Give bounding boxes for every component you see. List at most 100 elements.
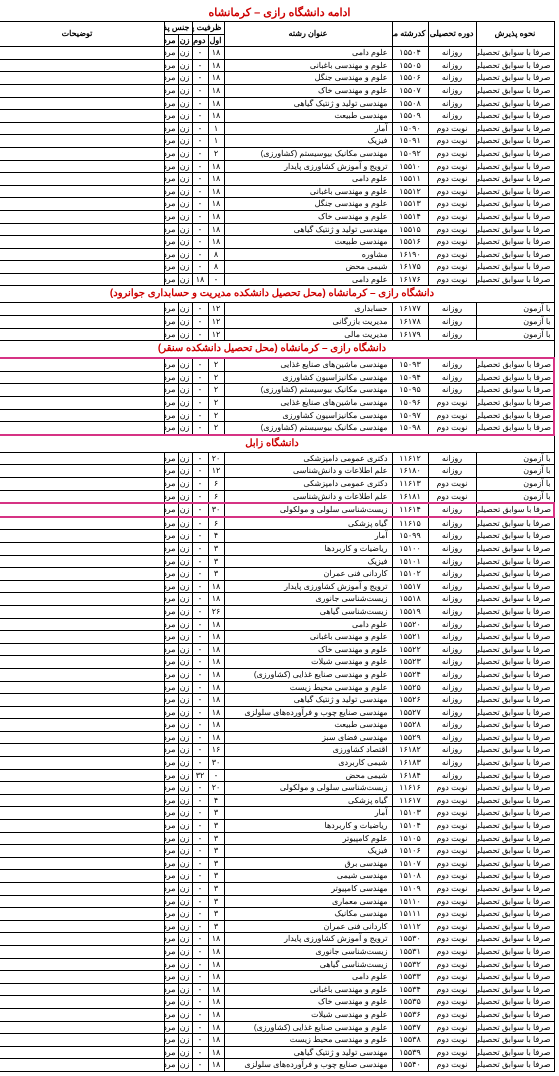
cell: روزانه: [428, 503, 476, 517]
cell: ۱۶۱۷۸: [392, 316, 428, 329]
cell: ۱۵۵۲۴: [392, 668, 428, 681]
cell: با آزمون: [476, 452, 554, 465]
cell: ۱۱۶۱۷: [392, 794, 428, 807]
cell: مهندسی مکانیزاسیون کشاورزی: [224, 409, 392, 422]
table-row: صرفا با سوابق تحصیلیروزانه۱۵۵۲۷مهندسی صن…: [0, 706, 554, 719]
cell: زن: [178, 122, 192, 135]
cell: مرد: [164, 1021, 178, 1034]
cell: [0, 530, 164, 543]
table-row: با آزمونروزانه۱۶۱۷۸مدیریت بازرگانی۱۲-زنم…: [0, 316, 554, 329]
cell: ۳: [208, 555, 224, 568]
cell: مهندسی ماشین‌های صنایع غذایی: [224, 397, 392, 410]
cell: ۱۵۵۱۰: [392, 160, 428, 173]
cell: [0, 490, 164, 503]
table-header: نحوه پذیرش دوره تحصیلی کدرشته محل عنوان …: [0, 22, 554, 47]
cell: [0, 580, 164, 593]
cell: -: [192, 580, 208, 593]
cell: نوبت دوم: [428, 210, 476, 223]
table-row: صرفا با سوابق تحصیلیروزانه۱۵۵۲۲علوم و مه…: [0, 643, 554, 656]
cell: ۱۵۵۲۹: [392, 731, 428, 744]
cell: نوبت دوم: [428, 1008, 476, 1021]
cell: صرفا با سوابق تحصیلی: [476, 59, 554, 72]
cell: [0, 719, 164, 732]
cell: -: [192, 794, 208, 807]
cell: [0, 870, 164, 883]
hdr-sem1: اول: [208, 34, 224, 47]
cell: -: [192, 782, 208, 795]
cell: نوبت دوم: [428, 945, 476, 958]
cell: روزانه: [428, 769, 476, 782]
cell: ۱۵۱۰۰: [392, 542, 428, 555]
cell: زن: [178, 883, 192, 896]
cell: مرد: [164, 1008, 178, 1021]
cell: ۱۸: [208, 996, 224, 1009]
cell: مرد: [164, 618, 178, 631]
cell: مرد: [164, 97, 178, 110]
cell: زن: [178, 794, 192, 807]
cell: روزانه: [428, 618, 476, 631]
cell: ۳: [208, 920, 224, 933]
cell: ۱۵۵۳۵: [392, 996, 428, 1009]
cell: روزانه: [428, 681, 476, 694]
cell: مهندسی تولید و ژنتیک گیاهی: [224, 694, 392, 707]
cell: صرفا با سوابق تحصیلی: [476, 757, 554, 770]
cell: [0, 1034, 164, 1047]
cell: [0, 47, 164, 60]
cell: مرد: [164, 832, 178, 845]
cell: مشاوره: [224, 248, 392, 261]
cell: صرفا با سوابق تحصیلی: [476, 643, 554, 656]
cell: روزانه: [428, 303, 476, 316]
cell: با آزمون: [476, 303, 554, 316]
cell: صرفا با سوابق تحصیلی: [476, 618, 554, 631]
cell: مهندسی ماشین‌های صنایع غذایی: [224, 358, 392, 371]
cell: -: [192, 316, 208, 329]
cell: علوم دامی: [224, 273, 392, 286]
cell: ۱۸: [208, 618, 224, 631]
page-title: ادامه دانشگاه رازی – کرمانشاه: [4, 4, 555, 21]
table-row: صرفا با سوابق تحصیلیروزانه۱۵۰۹۵مهندسی مک…: [0, 384, 554, 397]
cell: علوم و مهندسی شیلات: [224, 656, 392, 669]
cell: نوبت دوم: [428, 422, 476, 435]
cell: -: [192, 857, 208, 870]
cell: صرفا با سوابق تحصیلی: [476, 261, 554, 274]
cell: نوبت دوم: [428, 409, 476, 422]
cell: مرد: [164, 478, 178, 491]
table-row: صرفا با سوابق تحصیلینوبت دوم۱۵۰۹۷مهندسی …: [0, 409, 554, 422]
cell: زن: [178, 530, 192, 543]
cell: صرفا با سوابق تحصیلی: [476, 908, 554, 921]
cell: [0, 273, 164, 286]
table-row: صرفا با سوابق تحصیلینوبت دوم۱۵۵۱۳علوم و …: [0, 198, 554, 211]
table-row: صرفا با سوابق تحصیلینوبت دوم۱۵۵۱۴علوم و …: [0, 210, 554, 223]
cell: ۱۵۵۰۴: [392, 47, 428, 60]
table-row: صرفا با سوابق تحصیلینوبت دوم۱۵۵۳۸علوم و …: [0, 1034, 554, 1047]
cell: زن: [178, 84, 192, 97]
cell: مرد: [164, 757, 178, 770]
cell: مرد: [164, 744, 178, 757]
cell: زن: [178, 694, 192, 707]
cell: آمار: [224, 807, 392, 820]
table-row: با آزموننوبت دوم۱۶۱۸۱علم اطلاعات و دانش‌…: [0, 490, 554, 503]
cell: مرد: [164, 807, 178, 820]
cell: روزانه: [428, 719, 476, 732]
cell: نوبت دوم: [428, 160, 476, 173]
cell: [0, 618, 164, 631]
cell: مهندسی مکانیک بیوسیستم (کشاورزی): [224, 422, 392, 435]
hdr-sem2: دوم: [192, 34, 208, 47]
cell: ۳۰: [208, 503, 224, 517]
cell: روزانه: [428, 59, 476, 72]
cell: -: [192, 1021, 208, 1034]
cell: -: [192, 135, 208, 148]
cell: ۱۲: [208, 303, 224, 316]
cell: ۱۱۶۱۶: [392, 782, 428, 795]
cell: ۱۵۵۱۶: [392, 236, 428, 249]
cell: -: [208, 769, 224, 782]
cell: -: [192, 605, 208, 618]
cell: ۱۵۵۰۵: [392, 59, 428, 72]
cell: [0, 248, 164, 261]
cell: ۱۵۵۳۹: [392, 1046, 428, 1059]
cell: روزانه: [428, 328, 476, 341]
cell: صرفا با سوابق تحصیلی: [476, 273, 554, 286]
cell: نوبت دوم: [428, 820, 476, 833]
cell: مرد: [164, 568, 178, 581]
cell: ۱۵۵۰۷: [392, 84, 428, 97]
